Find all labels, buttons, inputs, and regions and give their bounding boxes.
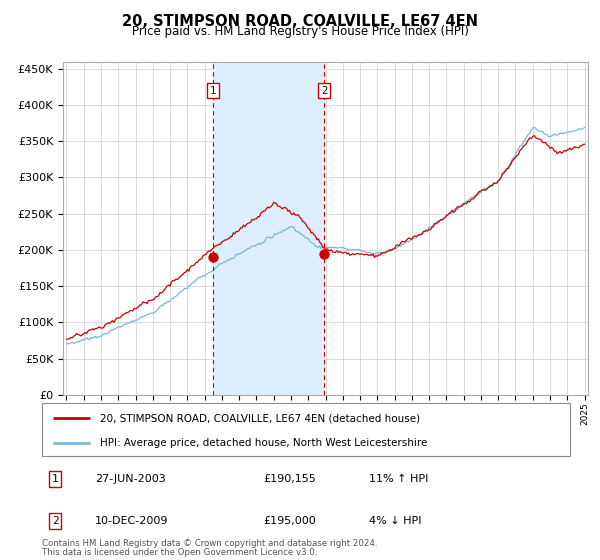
Point [319,249,329,258]
Bar [213,62,324,395]
Text: £190,155: £190,155 [264,474,317,484]
Text: 10-DEC-2009: 10-DEC-2009 [95,516,168,526]
Text: 1: 1 [52,474,59,484]
Text: Price paid vs. HM Land Registry's House Price Index (HPI): Price paid vs. HM Land Registry's House … [131,25,469,38]
Text: 20, STIMPSON ROAD, COALVILLE, LE67 4EN: 20, STIMPSON ROAD, COALVILLE, LE67 4EN [122,14,478,29]
Text: 4% ↓ HPI: 4% ↓ HPI [370,516,422,526]
Text: £195,000: £195,000 [264,516,317,526]
Text: 20, STIMPSON ROAD, COALVILLE, LE67 4EN (detached house): 20, STIMPSON ROAD, COALVILLE, LE67 4EN (… [100,413,420,423]
Text: HPI: Average price, detached house, North West Leicestershire: HPI: Average price, detached house, Nort… [100,438,427,448]
Text: This data is licensed under the Open Government Licence v3.0.: This data is licensed under the Open Gov… [42,548,317,557]
Point [208,253,218,262]
Text: Contains HM Land Registry data © Crown copyright and database right 2024.: Contains HM Land Registry data © Crown c… [42,539,377,548]
Text: 2: 2 [321,86,327,96]
Text: 1: 1 [210,86,216,96]
Text: 11% ↑ HPI: 11% ↑ HPI [370,474,429,484]
Text: 2: 2 [52,516,59,526]
Text: 27-JUN-2003: 27-JUN-2003 [95,474,166,484]
